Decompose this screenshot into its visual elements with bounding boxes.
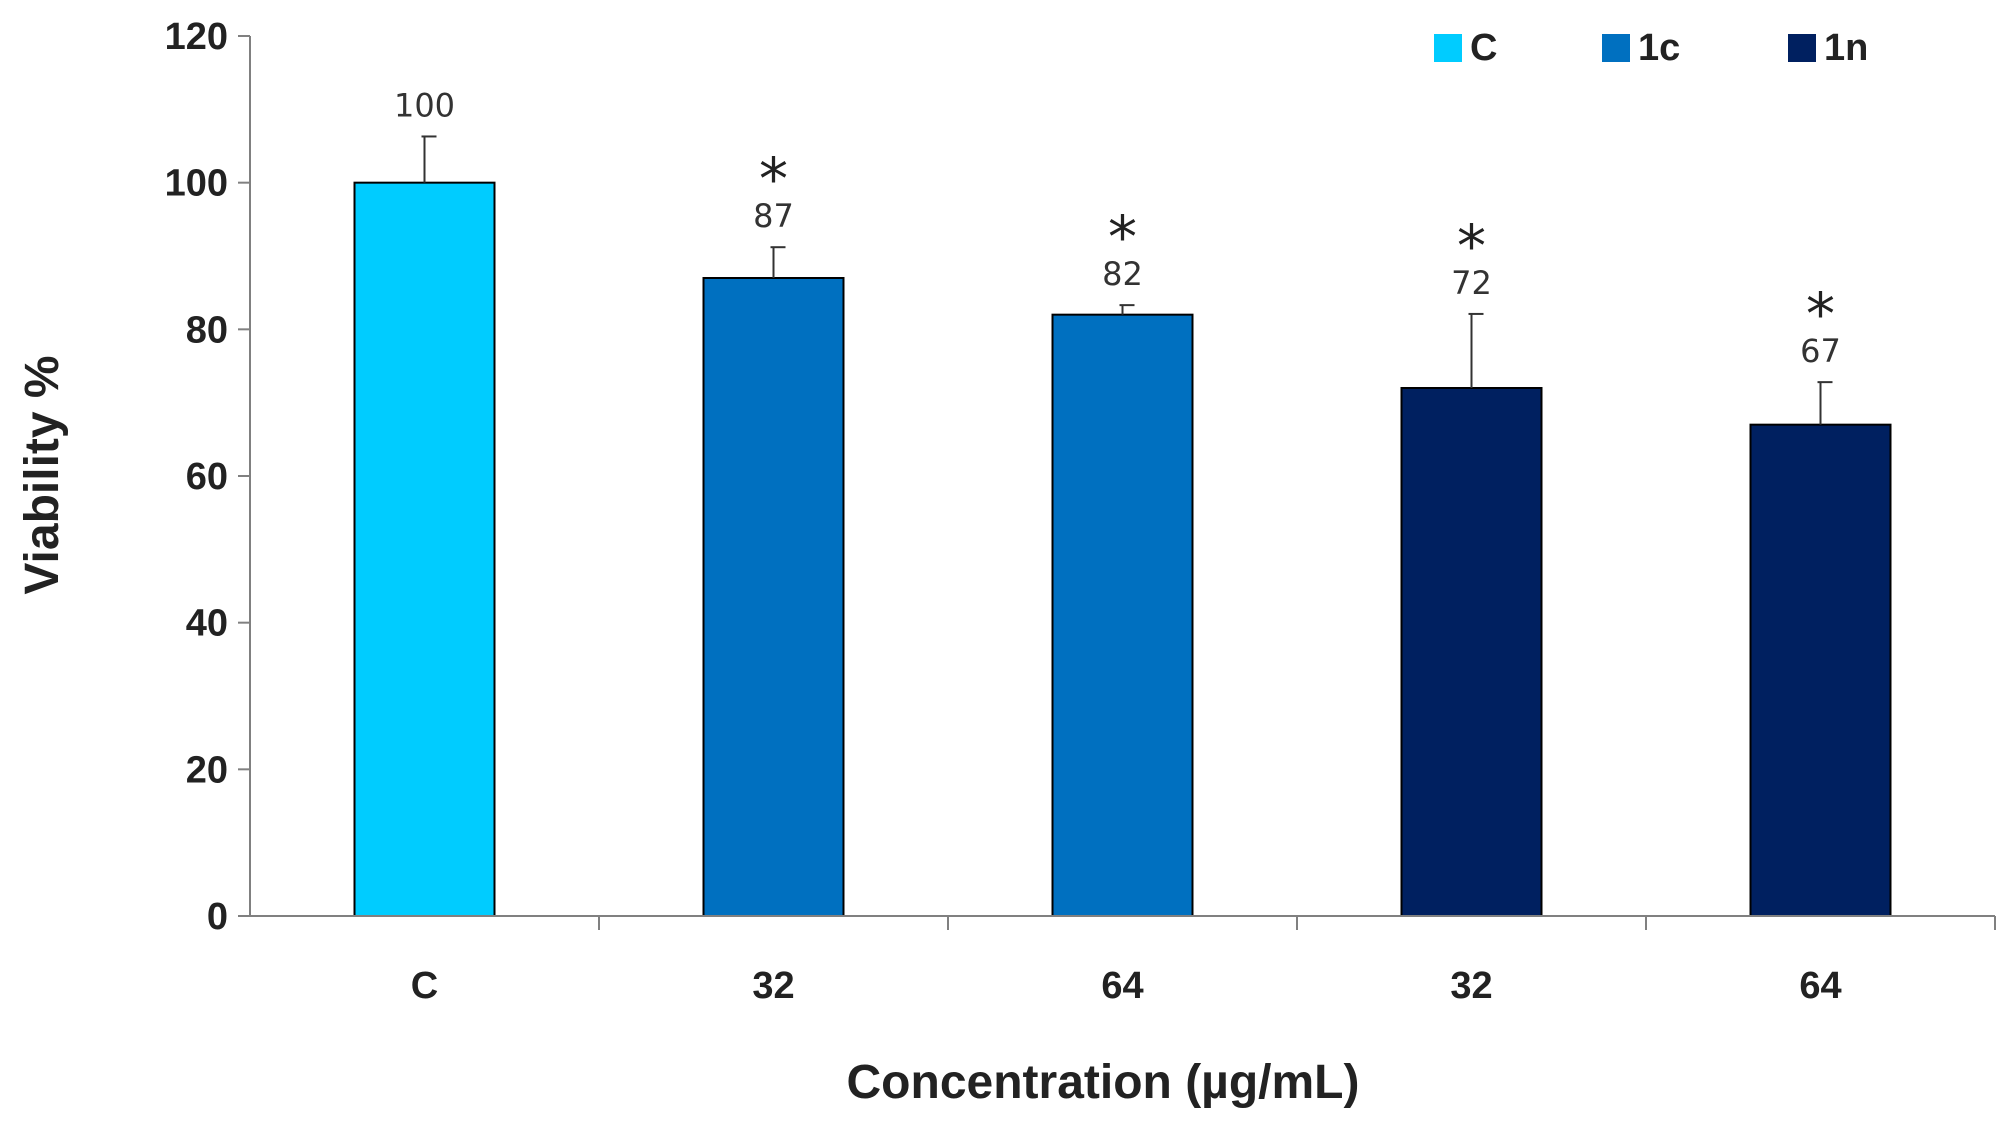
significance-marker: *: [1108, 203, 1137, 271]
x-category-label: 64: [1101, 965, 1143, 1007]
x-category-label: 64: [1799, 965, 1841, 1007]
legend: C 1c 1n: [1434, 27, 1868, 69]
significance-marker: *: [1806, 280, 1835, 348]
y-tick-label: 120: [165, 16, 228, 58]
legend-label-1n: 1n: [1824, 27, 1868, 69]
value-label: 100: [394, 86, 455, 124]
y-axis-ticks: 0 20 40 60 80 100 120: [165, 16, 250, 938]
value-label: 72: [1451, 264, 1492, 302]
bar-1n-64: [1749, 423, 1892, 917]
x-category-label: C: [411, 965, 438, 1007]
value-label: 67: [1800, 332, 1841, 370]
significance-marker: *: [1457, 212, 1486, 280]
legend-label-C: C: [1470, 27, 1497, 69]
bar-1c-32: [702, 277, 845, 917]
y-tick-label: 100: [165, 163, 228, 205]
legend-label-1c: 1c: [1638, 27, 1680, 69]
y-tick-label: 40: [186, 603, 228, 645]
value-label: 87: [753, 197, 794, 235]
y-tick-label: 20: [186, 749, 228, 791]
x-category-label: 32: [752, 965, 794, 1007]
legend-swatch-1n: [1788, 34, 1816, 62]
value-label: 82: [1102, 255, 1143, 293]
y-tick-label: 60: [186, 456, 228, 498]
bars-group: [353, 135, 1892, 917]
legend-swatch-C: [1434, 34, 1462, 62]
legend-swatch-1c: [1602, 34, 1630, 62]
x-axis-ticks: C 32 64 32 64: [411, 916, 1996, 1007]
significance-marker: *: [759, 145, 788, 213]
y-tick-label: 80: [186, 309, 228, 351]
bar-1n-32: [1400, 387, 1543, 917]
y-tick-label: 0: [207, 896, 228, 938]
x-category-label: 32: [1450, 965, 1492, 1007]
bar-1c-64: [1051, 313, 1194, 917]
bar-C-C: [353, 181, 496, 917]
x-axis-title: Concentration (µg/mL): [847, 1056, 1360, 1109]
y-axis-title: Viability %: [16, 355, 69, 594]
